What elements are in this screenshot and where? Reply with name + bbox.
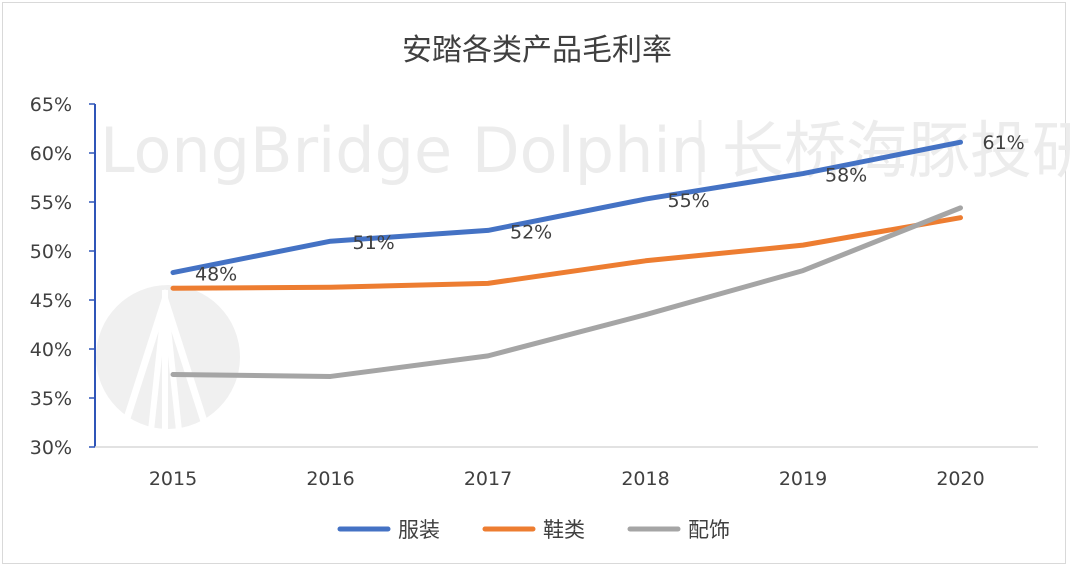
y-tick-label: 55% [30, 192, 72, 214]
y-tick-label: 40% [30, 339, 72, 361]
data-label: 51% [353, 232, 395, 254]
watermark-text: LongBridge Dolphin [100, 114, 710, 187]
series-line-鞋类 [170, 215, 963, 291]
x-tick-label: 2015 [149, 468, 197, 490]
data-label: 52% [510, 221, 552, 243]
series-line-服装 [170, 139, 963, 276]
legend-label: 配饰 [688, 518, 730, 542]
data-label: 48% [195, 264, 237, 286]
x-tick-label: 2018 [621, 468, 669, 490]
data-label: 58% [825, 165, 867, 187]
legend-label: 鞋类 [543, 518, 585, 542]
y-tick-label: 45% [30, 290, 72, 312]
series-line-配饰 [170, 205, 963, 379]
x-tick-label: 2017 [464, 468, 512, 490]
y-tick-label: 35% [30, 388, 72, 410]
legend-label: 服装 [398, 518, 440, 542]
y-axis-ticks: 30% 35% 40% 45% 50% 55% 60% 65% [30, 94, 95, 459]
chart-title: 安踏各类产品毛利率 [402, 33, 672, 68]
x-axis-ticks: 2015 2016 2017 2018 2019 2020 [149, 468, 985, 490]
watermark-logo [96, 285, 240, 442]
y-tick-label: 60% [30, 143, 72, 165]
data-label: 61% [983, 132, 1025, 154]
series-group [170, 139, 963, 379]
data-label: 55% [668, 190, 710, 212]
y-tick-label: 65% [30, 94, 72, 116]
x-tick-label: 2019 [779, 468, 827, 490]
x-tick-label: 2020 [936, 468, 984, 490]
legend: 服装 鞋类 配饰 [337, 518, 730, 542]
y-tick-label: 30% [30, 437, 72, 459]
x-tick-label: 2016 [306, 468, 354, 490]
data-labels: 48% 51% 52% 55% 58% 61% [195, 132, 1025, 285]
y-tick-label: 50% [30, 241, 72, 263]
